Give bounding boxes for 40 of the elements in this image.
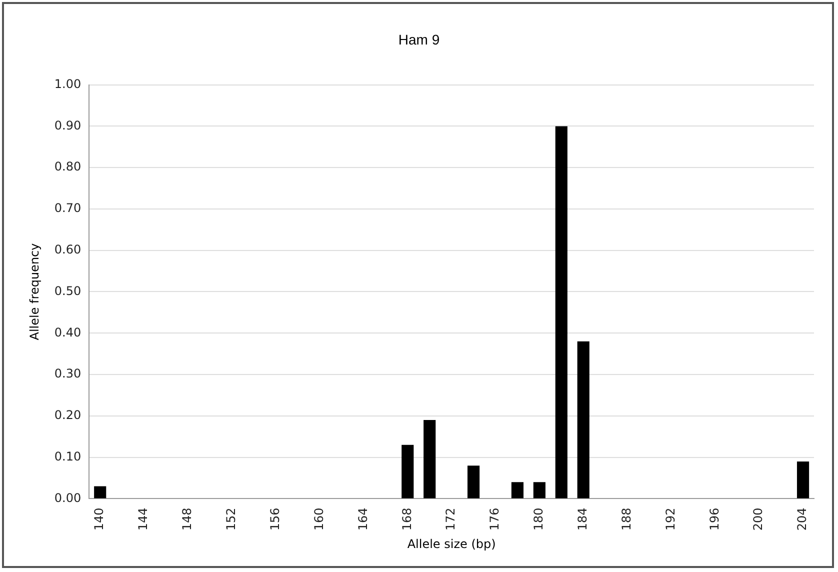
y-tick-label: 0.00 [54,490,82,505]
y-tick-label: 0.70 [54,201,82,216]
x-tick-label: 196 [707,508,722,531]
y-tick-label: 0.40 [54,325,82,340]
x-tick-label: 172 [444,508,458,531]
y-axis-title: Allele frequency [27,243,42,340]
x-tick-label: 188 [619,508,634,531]
x-tick-label: 140 [92,508,106,531]
x-tick-label: 164 [356,508,370,531]
y-tick-label: 0.60 [54,242,82,256]
bar [511,482,524,498]
x-tick-label: 184 [575,508,590,531]
x-tick-label: 204 [795,508,810,531]
bar [402,444,414,498]
x-tick-label: 152 [224,508,238,531]
x-tick-label: 200 [751,508,766,531]
x-axis-title: Allele size (bp) [407,536,496,551]
x-tick-label: 144 [136,508,150,531]
y-tick-label: 0.10 [54,449,82,464]
bar [467,466,480,498]
bar [424,420,436,498]
bar [577,341,590,498]
bar [555,126,568,498]
bar [796,461,810,498]
y-tick-label: 0.50 [54,284,82,298]
bar [533,482,546,498]
x-tick-label: 192 [663,508,678,531]
x-tick-label: 176 [488,508,502,531]
chart-title: Ham 9 [398,31,440,48]
y-tick-label: 0.80 [54,160,82,174]
x-tick-label: 160 [312,508,326,531]
x-tick-label: 180 [532,508,546,531]
y-tick-label: 0.90 [54,118,82,132]
bar [94,486,106,498]
y-tick-label: 0.20 [54,408,82,422]
x-tick-label: 156 [268,508,282,531]
x-tick-label: 168 [400,508,414,531]
y-tick-label: 1.00 [54,76,82,91]
x-tick-label: 148 [180,508,194,531]
y-tick-label: 0.30 [54,366,82,381]
